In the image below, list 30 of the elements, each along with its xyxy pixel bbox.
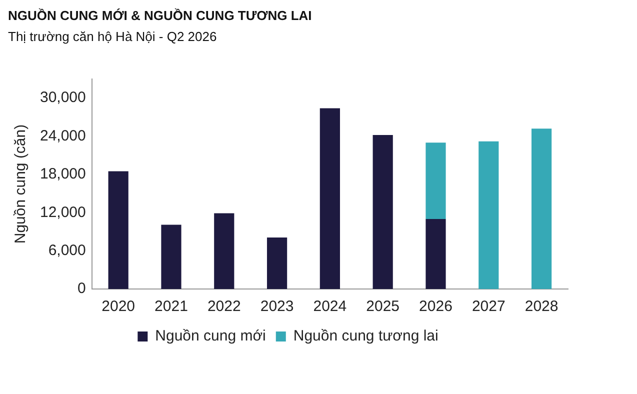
bar bbox=[108, 171, 128, 289]
legend-label: Nguồn cung tương lai bbox=[293, 328, 438, 345]
x-tick-label: 2026 bbox=[419, 298, 452, 316]
x-tick-label: 2028 bbox=[524, 298, 558, 316]
bar bbox=[214, 213, 234, 289]
x-tick-label: 2021 bbox=[154, 298, 188, 316]
y-tick-label: 30,000 bbox=[40, 89, 86, 106]
bar bbox=[478, 141, 499, 289]
legend-label: Nguồn cung mới bbox=[155, 328, 266, 345]
x-tick-label: 2024 bbox=[313, 298, 347, 316]
chart-title: NGUỒN CUNG MỚI & NGUỒN CUNG TƯƠNG LAI bbox=[8, 8, 313, 23]
y-tick-label: 6,000 bbox=[48, 242, 86, 259]
x-tick-label: 2020 bbox=[102, 298, 136, 316]
y-tick-label: 24,000 bbox=[40, 127, 86, 144]
y-tick-label: 12,000 bbox=[40, 204, 86, 221]
y-axis-title: Nguồn cung (căn) bbox=[12, 124, 30, 244]
bar bbox=[426, 142, 446, 219]
x-tick-label: 2025 bbox=[366, 298, 400, 316]
bar bbox=[161, 224, 182, 289]
bar bbox=[426, 219, 446, 289]
bar bbox=[320, 108, 340, 289]
bar bbox=[266, 237, 288, 289]
bar bbox=[372, 135, 393, 289]
y-tick-label: 0 bbox=[78, 280, 86, 298]
chart-subtitle: Thị trường căn hộ Hà Nội - Q2 2026 bbox=[8, 29, 218, 44]
bar bbox=[531, 128, 552, 289]
y-tick-label: 18,000 bbox=[40, 166, 86, 183]
x-tick-label: 2027 bbox=[472, 298, 506, 316]
x-tick-label: 2022 bbox=[207, 298, 241, 316]
x-tick-label: 2023 bbox=[260, 298, 294, 316]
